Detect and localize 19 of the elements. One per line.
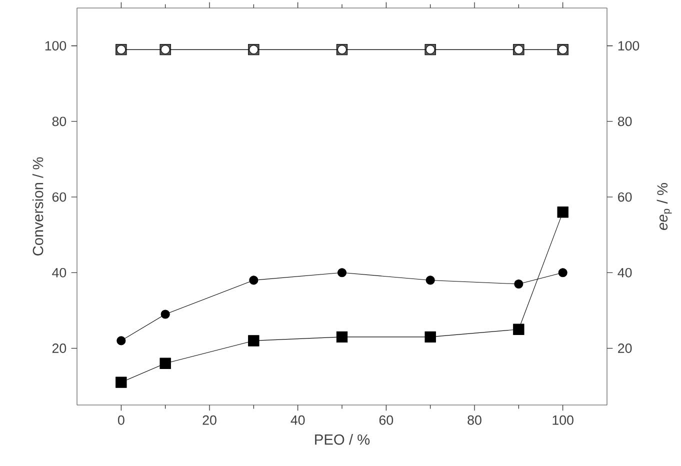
y2-tick-label: 60 [618,192,632,202]
y2-axis-title: ee$_{p}$ / % [656,183,672,230]
y2-tick-label: 100 [618,41,640,51]
y2-tick-label: 40 [618,268,632,278]
x-tick-label: 100 [552,415,574,425]
y-tick-label: 40 [52,268,66,278]
y-axis-title: Conversion / % [32,157,44,256]
x-tick-label: 40 [290,415,305,425]
x-tick-label: 20 [202,415,216,425]
y2-tick-label: 80 [618,116,632,126]
x-tick-label: 0 [118,415,124,425]
x-axis-title: PEO / % [315,434,370,445]
y-tick-label: 60 [52,192,66,202]
x-tick-label: 80 [468,415,482,425]
y-tick-label: 100 [45,41,66,51]
x-tick-label: 60 [379,415,394,425]
y2-tick-label: 20 [618,344,632,353]
y-tick-label: 80 [52,116,66,126]
y-tick-label: 20 [52,344,66,353]
